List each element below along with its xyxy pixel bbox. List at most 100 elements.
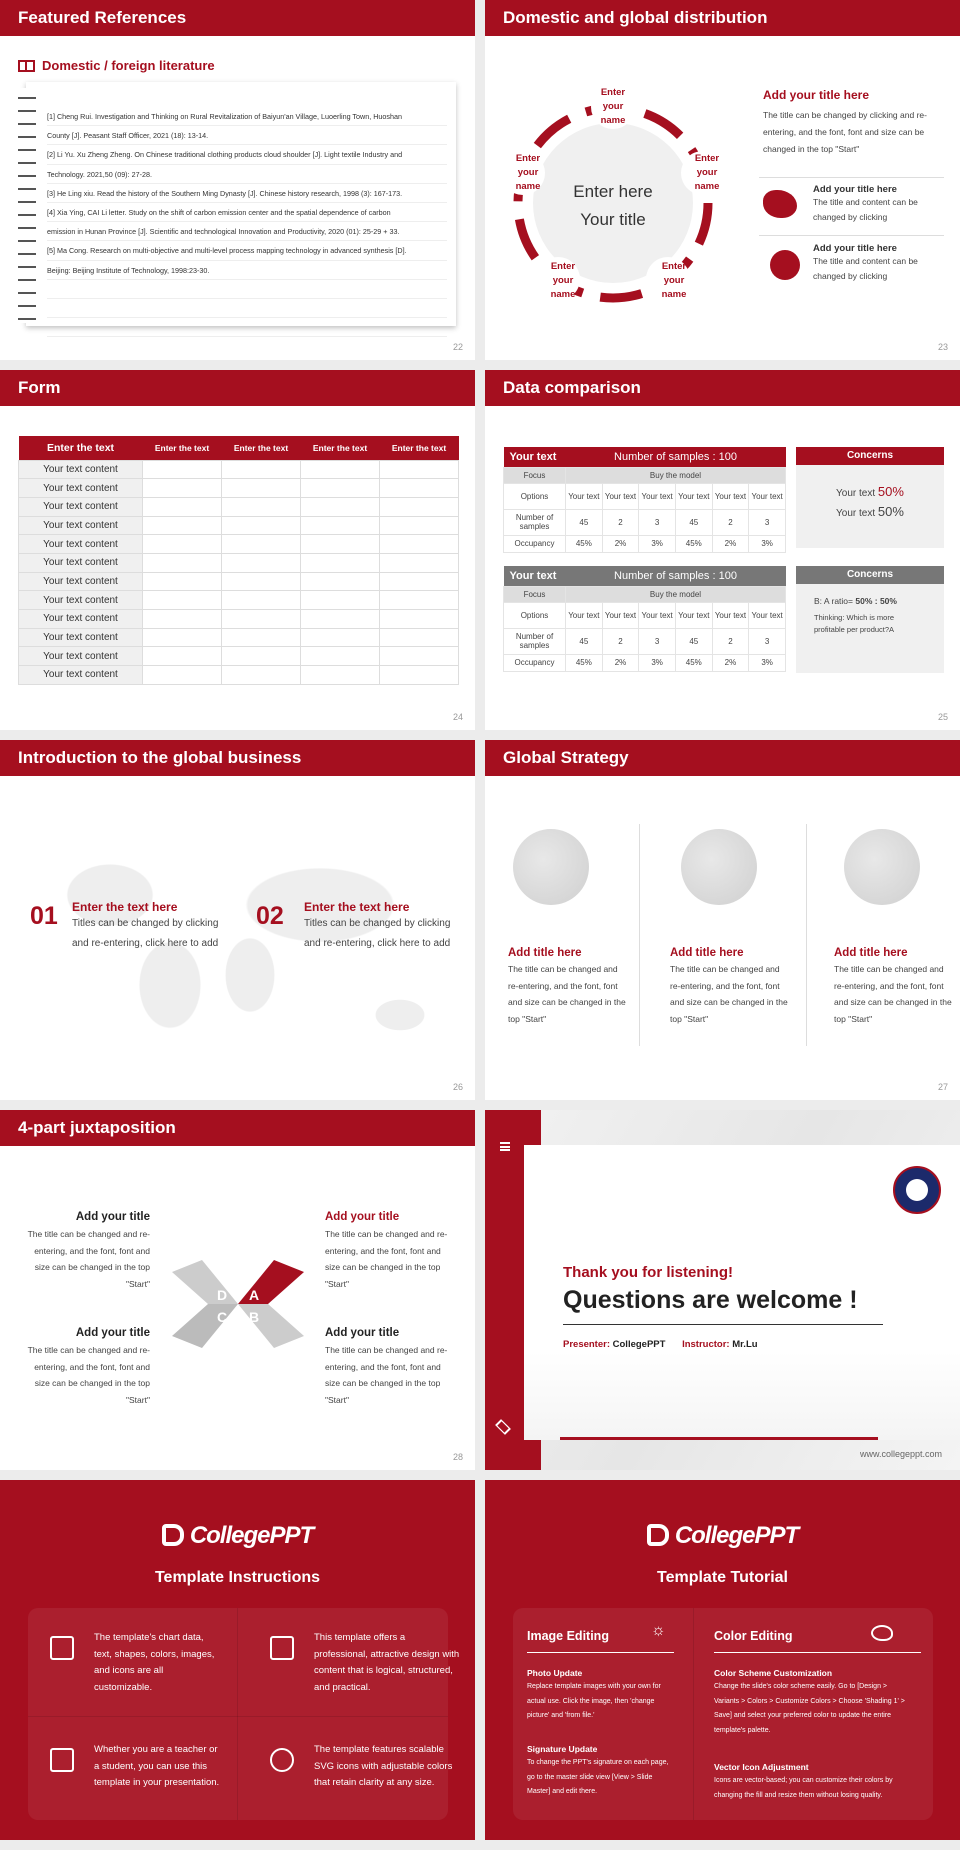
column-header: Enter the text	[379, 436, 459, 460]
table-cell[interactable]	[379, 552, 459, 573]
slide-27[interactable]: Global Strategy Add title here The title …	[485, 740, 960, 1100]
page-number: 27	[937, 1082, 948, 1092]
row-label: Your text content	[18, 515, 143, 536]
table-cell[interactable]	[142, 496, 222, 517]
table-cell[interactable]	[221, 627, 301, 648]
table-cell[interactable]	[379, 627, 459, 648]
table-cell[interactable]	[142, 515, 222, 536]
table-cell[interactable]	[142, 571, 222, 592]
table-cell[interactable]	[142, 459, 222, 480]
table-cell[interactable]	[221, 552, 301, 573]
table-cell[interactable]	[221, 590, 301, 610]
table-cell[interactable]	[379, 459, 459, 480]
table-cell[interactable]	[221, 496, 301, 517]
table-cell[interactable]	[379, 646, 459, 667]
slide-22[interactable]: Featured References Domestic / foreign l…	[0, 0, 475, 360]
table-cell[interactable]	[300, 515, 380, 536]
row-label: Occupancy	[503, 653, 566, 672]
table-cell: 3%	[748, 653, 786, 672]
slide-title: Featured References	[0, 0, 475, 36]
table-cell[interactable]	[300, 627, 380, 648]
table-cell[interactable]	[379, 590, 459, 610]
juxtaposition-item: Add your title The title can be changed a…	[18, 1327, 150, 1409]
table-cell[interactable]	[379, 515, 459, 536]
item-number: 02	[256, 902, 284, 930]
menu-icon[interactable]	[500, 1142, 510, 1151]
reference-line: [2] Li Yu. Xu Zheng Zheng. On Chinese tr…	[47, 145, 447, 165]
table-cell[interactable]	[300, 665, 380, 685]
table-cell: Your text	[565, 482, 603, 510]
juxtaposition-item: Add your title The title can be changed a…	[325, 1327, 457, 1409]
divider	[639, 824, 640, 1046]
table-cell[interactable]	[142, 665, 222, 685]
table-cell[interactable]	[300, 496, 380, 517]
table-cell[interactable]	[142, 627, 222, 648]
row-label: Your text content	[18, 459, 143, 480]
juxtaposition-item: Add your title The title can be changed a…	[18, 1211, 150, 1293]
item-text: The title can be changed and re-entering…	[325, 1229, 448, 1290]
table-header: Your text Number of samples : 100	[503, 447, 786, 467]
item-text: To change the PPT's signature on each pa…	[527, 1759, 669, 1795]
table-cell[interactable]	[300, 590, 380, 610]
table-row: Your text content	[18, 552, 459, 573]
table-cell[interactable]	[379, 665, 459, 685]
table-cell[interactable]	[142, 534, 222, 554]
table-cell[interactable]	[300, 552, 380, 573]
page-number: 25	[937, 712, 948, 722]
table-cell[interactable]	[221, 646, 301, 667]
divider	[806, 824, 807, 1046]
page-number: 26	[452, 1082, 463, 1092]
table-cell[interactable]	[300, 609, 380, 629]
university-logo	[893, 1166, 941, 1214]
table-cell[interactable]	[221, 459, 301, 480]
slide-26[interactable]: Introduction to the global business 01 E…	[0, 740, 475, 1100]
table-cell[interactable]	[221, 478, 301, 498]
node-label: Enter your name	[600, 87, 626, 126]
table-cell[interactable]	[300, 646, 380, 667]
table-cell[interactable]	[221, 515, 301, 536]
reference-list: [1] Cheng Rui. Investigation and Thinkin…	[47, 107, 447, 338]
table-row: Your text content	[18, 571, 459, 592]
table-row: Number of samples 45 2 3 45 2 3	[503, 508, 786, 536]
table-cell[interactable]	[142, 609, 222, 629]
table-cell: 2%	[601, 534, 640, 553]
table-cell[interactable]	[300, 478, 380, 498]
website-url[interactable]: www.collegeppt.com	[859, 1449, 942, 1459]
instruction-text: The template's chart data, text, shapes,…	[94, 1632, 215, 1693]
slide-23[interactable]: Domestic and global distribution Enter yo…	[485, 0, 960, 360]
table-cell[interactable]	[379, 496, 459, 517]
lightbulb-icon: ☼	[651, 1622, 666, 1639]
table-cell[interactable]	[142, 478, 222, 498]
strategy-column: Add title here The title can be changed a…	[508, 947, 628, 1027]
slide-29[interactable]: Thank you for listening! Questions are w…	[485, 1110, 960, 1470]
table-cell[interactable]	[221, 571, 301, 592]
slide-30[interactable]: CollegePPT Template Instructions The tem…	[0, 1480, 475, 1840]
table-cell[interactable]	[142, 590, 222, 610]
table-cell: 45%	[674, 534, 713, 553]
table-cell[interactable]	[221, 665, 301, 685]
slide-28[interactable]: 4-part juxtaposition Add your title The t…	[0, 1110, 475, 1470]
table-cell[interactable]	[379, 571, 459, 592]
table-row: Your text content	[18, 478, 459, 498]
slide-24[interactable]: Form Enter the text Enter the text Enter t…	[0, 370, 475, 730]
table-cell[interactable]	[300, 571, 380, 592]
column-title: Add title here	[508, 947, 582, 959]
table-cell[interactable]	[300, 459, 380, 480]
slide-25[interactable]: Data comparison Your text Number of sampl…	[485, 370, 960, 730]
table-cell[interactable]	[221, 609, 301, 629]
table-cell: 2%	[711, 653, 750, 672]
table-cell[interactable]	[142, 552, 222, 573]
table-cell[interactable]	[142, 646, 222, 667]
table-cell[interactable]	[300, 534, 380, 554]
table-cell[interactable]	[379, 478, 459, 498]
table-cell[interactable]	[379, 609, 459, 629]
item-text: The title and content can be changed by …	[813, 197, 918, 222]
table-cell[interactable]	[221, 534, 301, 554]
reference-line: [1] Cheng Rui. Investigation and Thinkin…	[47, 107, 447, 127]
heading-underline	[527, 1652, 674, 1653]
slide-31[interactable]: CollegePPT Template Tutorial Image Editi…	[485, 1480, 960, 1840]
table-cell[interactable]	[379, 534, 459, 554]
item-title: Vector Icon Adjustment	[714, 1762, 809, 1772]
instruction-text: Whether you are a teacher or a student, …	[94, 1744, 220, 1789]
table-row: Your text content	[18, 590, 459, 610]
